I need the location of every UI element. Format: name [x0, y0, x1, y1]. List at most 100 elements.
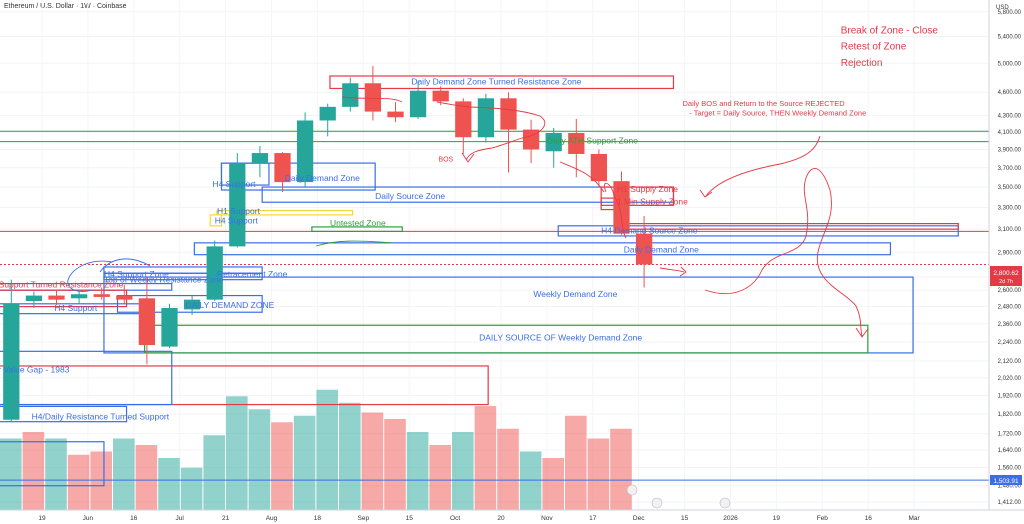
- time-axis: 19 Jun 16 Jul 21 Aug 18 Sep 15 Oct 20 Nov 17 Dec 15 202…: [0, 509, 1024, 522]
- zone-box: [103, 272, 263, 281]
- volume-bar: [587, 438, 610, 510]
- zone-label: H1 Supply Zone: [617, 184, 678, 194]
- y-tick-label: 4,300.00: [998, 114, 1022, 120]
- volume-bar: [519, 451, 542, 510]
- y-tick-label: 3,300.00: [998, 205, 1022, 211]
- zone-label: Retracement Zone: [217, 269, 288, 279]
- us-flag-icon[interactable]: [719, 497, 731, 509]
- annotation: Retest of Zone: [841, 42, 907, 53]
- zone-box: [193, 242, 892, 256]
- volume-bar: [361, 412, 384, 510]
- zone-label: H4 Support: [212, 179, 256, 189]
- x-tick-label: Mar: [908, 515, 920, 522]
- y-tick-label: 1,920.00: [998, 393, 1022, 399]
- volume-bar: [0, 438, 22, 510]
- price-badges: 2,800.62 2d 7h 1,503.91: [990, 266, 1022, 485]
- y-tick-label: 5,800.00: [998, 10, 1022, 16]
- zone-label: Weekly Demand Zone: [533, 289, 617, 299]
- zone-label: Daily Support Turned Resistance Zone: [0, 280, 124, 290]
- zone-box: [0, 365, 489, 406]
- x-tick-label: Dec: [633, 515, 645, 522]
- us-flag-icon[interactable]: [651, 497, 663, 509]
- volume-bar: [610, 428, 632, 510]
- news-icon[interactable]: [626, 484, 638, 496]
- candle-body: [409, 90, 427, 118]
- volume-bar: [203, 435, 225, 510]
- zone-box: [600, 186, 675, 206]
- y-tick-label: 2,600.00: [998, 288, 1022, 294]
- zone-label: H4/Daily Resistance Turned Support: [32, 412, 170, 422]
- zone-box: [0, 405, 128, 423]
- zone-label: Daily Source Zone: [375, 191, 445, 201]
- zone-label: Fair Value Gap - 1983: [0, 365, 70, 375]
- x-tick-label: Jul: [176, 515, 185, 522]
- x-tick-label: 15: [681, 515, 689, 522]
- volume-bar: [22, 432, 45, 510]
- volume-bar: [429, 445, 451, 510]
- candle-body: [432, 90, 449, 102]
- x-tick-label: 15: [406, 515, 414, 522]
- candle-body: [251, 153, 269, 164]
- volume-bar: [293, 415, 316, 510]
- candle-body: [229, 163, 246, 247]
- y-tick-label: 5,400.00: [998, 35, 1022, 41]
- volume-bar: [339, 402, 361, 510]
- candle-body: [522, 129, 540, 150]
- zone-labels: Daily ATH Support Zone Daily Demand Zone …: [0, 77, 699, 422]
- zone-label: Untested Zone: [330, 218, 386, 228]
- y-tick-label: 3,900.00: [998, 147, 1022, 153]
- x-tick-label: 19: [38, 515, 46, 522]
- candle-body: [590, 153, 608, 182]
- x-tick-label: Sep: [358, 515, 370, 522]
- candle-body: [296, 120, 314, 183]
- volume-bar: [565, 415, 587, 510]
- y-tick-label: 3,500.00: [998, 185, 1022, 191]
- price-axis: 5,800.00 5,400.00 5,000.00 4,600.00 4,300.00…: [988, 0, 1022, 510]
- candle-body: [25, 295, 43, 302]
- y-tick-label: 4,100.00: [998, 130, 1022, 136]
- candle-body: [568, 132, 585, 154]
- x-tick-label: Jun: [83, 515, 94, 522]
- candle-body: [387, 111, 404, 118]
- zone-box: [209, 214, 223, 227]
- x-tick-label: 18: [314, 515, 322, 522]
- candle-body: [183, 299, 201, 310]
- zone-label: DAILY DEMAND ZONE: [185, 300, 274, 310]
- volume-bar: [271, 422, 293, 510]
- y-tick-label: 2,020.00: [998, 376, 1022, 382]
- zone-label: H4 Demand Source Zone: [601, 226, 698, 236]
- volume-bar: [113, 438, 135, 510]
- candle-body: [274, 153, 291, 183]
- candle-body: [477, 98, 495, 138]
- zone-box: [0, 350, 173, 406]
- candle-body: [364, 83, 382, 112]
- y-tick-label: 2,900.00: [998, 250, 1022, 256]
- volume-bar: [180, 467, 203, 510]
- candle-body: [500, 98, 517, 130]
- x-tick-label: 17: [589, 515, 597, 522]
- y-tick-label: 2,240.00: [998, 340, 1022, 346]
- x-tick-label: 21: [222, 515, 230, 522]
- x-tick-label: Oct: [450, 515, 460, 522]
- annotation: Rejection: [841, 58, 883, 69]
- currency-label: USD: [996, 5, 1009, 11]
- current-price-badge: 2,800.62: [993, 270, 1019, 277]
- y-tick-label: 2,120.00: [998, 359, 1022, 365]
- candle-body: [319, 106, 336, 121]
- volume-bar: [542, 458, 564, 510]
- zone-label: H1 Support: [217, 206, 261, 216]
- zone-label: H4 Support: [54, 303, 98, 313]
- volume-bar: [316, 389, 338, 510]
- horizontal-lines: [0, 130, 989, 481]
- y-tick-label: 5,000.00: [998, 61, 1022, 67]
- volume-bar: [497, 428, 519, 510]
- volume-bars: [0, 389, 632, 510]
- zone-box: [311, 226, 403, 233]
- candle-body: [48, 295, 65, 300]
- candle-body: [613, 181, 630, 234]
- candle-body: [545, 132, 562, 152]
- candle-body: [70, 294, 88, 299]
- candle-body: [116, 295, 133, 300]
- volume-bar: [474, 406, 497, 510]
